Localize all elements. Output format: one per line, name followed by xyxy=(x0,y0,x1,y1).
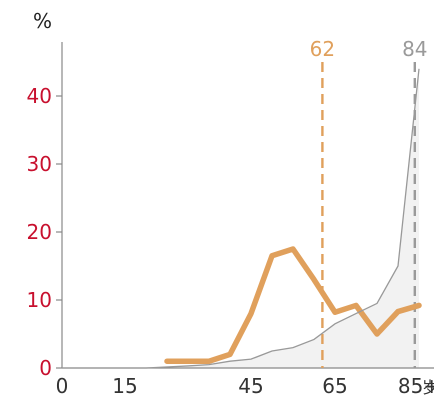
x-tick-label: 85+ xyxy=(398,374,434,398)
area-layer xyxy=(62,68,419,369)
x-axis-unit: 岁 xyxy=(422,378,434,397)
reference-line-label: 84 xyxy=(402,37,427,61)
series-line-orange xyxy=(164,246,422,364)
y-tick-label: 30 xyxy=(27,152,52,176)
y-axis-label: % xyxy=(33,9,52,33)
y-tick-label: 40 xyxy=(27,84,52,108)
tick-labels: 0 10 20 30 40 0 15 45 65 85+ xyxy=(27,84,434,398)
reference-line-label: 62 xyxy=(310,37,335,61)
y-tick-label: 0 xyxy=(39,356,52,380)
series-area-fill xyxy=(62,68,419,369)
x-tick-label: 45 xyxy=(238,374,263,398)
x-tick-label: 15 xyxy=(112,374,137,398)
y-tick-label: 20 xyxy=(27,220,52,244)
y-tick-label: 10 xyxy=(27,288,52,312)
x-tick-label: 0 xyxy=(56,374,69,398)
series-lines xyxy=(62,68,422,369)
x-tick-label: 65 xyxy=(322,374,347,398)
series-line-gray xyxy=(62,68,420,369)
